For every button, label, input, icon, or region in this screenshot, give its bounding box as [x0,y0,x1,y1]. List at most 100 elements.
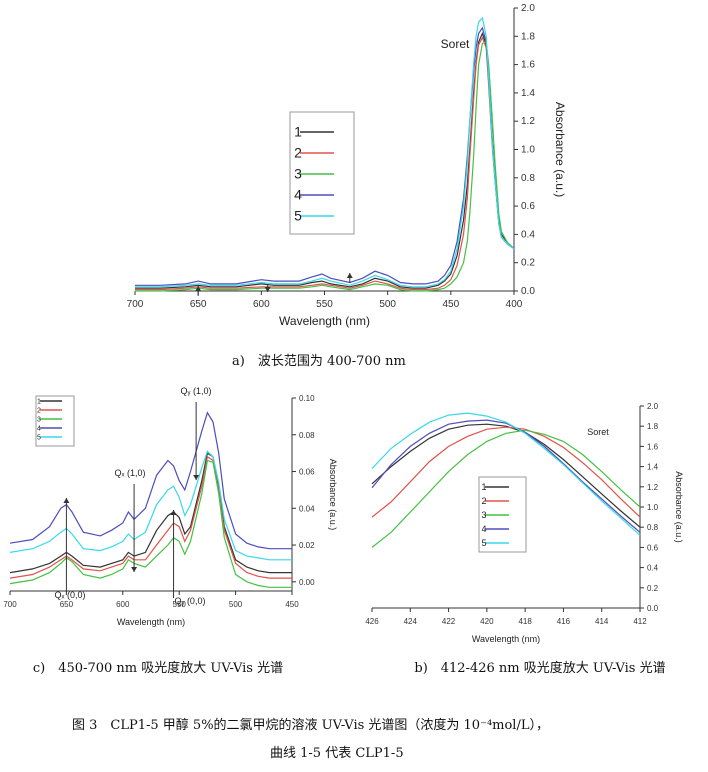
y-tick-label: 1.2 [521,116,535,127]
x-axis-title: Wavelength (nm) [279,314,370,328]
series-line-3 [9,459,292,588]
x-tick-label: 600 [253,299,270,310]
legend-label-1: 1 [37,398,41,405]
y-tick-label: 0.8 [647,523,659,532]
legend-label-3: 3 [37,416,41,423]
legend-label-2: 2 [37,407,41,414]
x-tick-label: 500 [379,299,396,310]
y-axis-title: Absorbance (a.u.) [553,102,567,197]
y-axis-title: Absorbance (a.u.) [674,471,684,543]
x-tick-label: 650 [190,299,207,310]
y-tick-label: 2.0 [647,402,659,411]
x-tick-label: 424 [404,617,418,626]
annotation-1: Qₓ (1,0) [115,468,146,478]
x-tick-label: 700 [3,600,17,609]
x-tick-label: 450 [442,299,459,310]
y-tick-label: 1.4 [521,88,535,99]
series-line-1 [9,452,292,574]
legend-label-1: 1 [481,482,486,492]
annotation-0: Soret [587,427,609,437]
series-line-5 [135,16,515,288]
annotation-arrowhead [264,287,271,292]
caption-b: b) 412-426 nm 吸光度放大 UV-Vis 光谱 [414,661,666,676]
y-tick-label: 1.0 [647,503,659,512]
legend-label-3: 3 [294,166,302,182]
x-tick-label: 600 [116,600,130,609]
x-tick-label: 422 [442,617,456,626]
annotation-0: Qᵧ (1,0) [181,386,212,396]
annotation-arrowhead [193,475,200,480]
y-tick-label: 0.8 [521,173,535,184]
x-tick-label: 420 [480,617,494,626]
y-tick-label: 1.0 [521,145,535,156]
legend-label-4: 4 [294,187,302,203]
series-line-1 [371,423,641,528]
legend-label-4: 4 [481,524,486,534]
x-tick-label: 418 [518,617,532,626]
figure-caption-line1: 图 3 CLP1-5 甲醇 5%的二氯甲烷的溶液 UV-Vis 光谱图（浓度为 … [72,718,549,733]
chart-b: 426 424 422 420 418 416 414 4120.00.20.40.60.81… [365,402,684,644]
annotation-3: Qᵧ (0,0) [175,596,206,606]
annotation-0: Soret [441,37,470,51]
x-tick-label: 550 [173,600,187,609]
series-line-2 [371,426,641,518]
series-line-2 [9,455,292,579]
y-tick-label: 1.8 [521,31,535,42]
y-tick-label: 0.6 [521,201,535,212]
x-tick-label: 450 [285,600,299,609]
chart-a: 700 650 600 550 500 450 400 0.0 0.2 0.4 0.6 0.8 1.0 1… [127,3,567,328]
legend-label-2: 2 [294,145,302,161]
legend-box [35,395,75,447]
y-tick-label: 0.0 [647,604,659,613]
x-tick-label: 414 [595,617,609,626]
x-tick-label: 400 [506,299,523,310]
figure-caption-line2: 曲线 1-5 代表 CLP1-5 [270,746,404,761]
series-line-5 [371,412,641,536]
annotation-arrowhead [131,567,138,572]
legend-label-5: 5 [294,208,302,224]
annotation-arrowhead [63,498,70,503]
x-tick-label: 700 [127,299,144,310]
x-tick-label: 426 [365,617,379,626]
x-tick-label: 500 [229,600,243,609]
y-tick-label: 0.10 [299,394,315,403]
y-tick-label: 0.2 [521,258,535,269]
series-line-5 [9,450,292,561]
y-tick-label: 0.0 [521,286,535,297]
x-tick-label: 550 [316,299,333,310]
series-line-3 [371,429,641,548]
caption-c: c) 450-700 nm 吸光度放大 UV-Vis 光谱 [32,661,284,676]
x-axis-title: Wavelength (nm) [117,617,185,627]
y-tick-label: 0.02 [299,541,315,550]
series-line-4 [9,411,292,550]
y-tick-label: 0.6 [647,543,659,552]
annotation-arrowhead [195,286,202,291]
chart-c: 700 650 600 550 500 450 0.00 0.02 0.04 0.06 0.08 0.… [3,386,338,627]
annotation-arrowhead [170,510,177,515]
annotation-2: Qₓ (0,0) [55,590,86,600]
legend-label-5: 5 [481,538,486,548]
caption-a: a) 波长范围为 400-700 nm [232,354,406,369]
y-tick-label: 1.6 [647,442,659,451]
y-tick-label: 0.4 [647,564,659,573]
annotation-arrowhead [346,273,353,278]
y-tick-label: 0.00 [299,578,315,587]
y-tick-label: 0.2 [647,584,659,593]
y-tick-label: 1.4 [647,463,659,472]
y-tick-label: 0.04 [299,504,315,513]
y-tick-label: 0.4 [521,229,535,240]
x-axis-title: Wavelength (nm) [472,634,540,644]
legend-label-3: 3 [481,510,486,520]
y-axis-title: Absorbance (a.u.) [328,459,338,531]
legend-label-1: 1 [294,124,302,140]
x-tick-label: 416 [557,617,571,626]
x-tick-label: 412 [633,617,647,626]
y-tick-label: 0.06 [299,468,315,477]
legend-label-5: 5 [37,434,41,441]
x-tick-label: 650 [60,600,74,609]
y-tick-label: 1.2 [647,483,659,492]
y-tick-label: 1.6 [521,60,535,71]
legend-label-2: 2 [481,496,486,506]
legend-label-4: 4 [37,425,41,432]
